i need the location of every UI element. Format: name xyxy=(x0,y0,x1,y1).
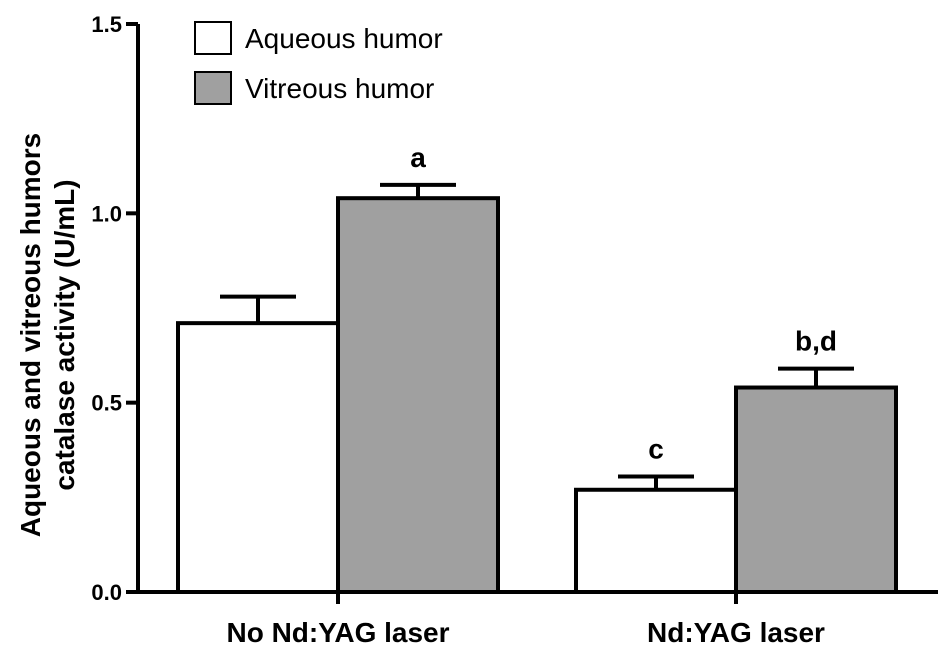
bar-vitreous-humor-no-nd-yag-laser xyxy=(336,196,500,594)
y-axis-title-line-1: Aqueous and vitreous humors xyxy=(15,133,46,538)
y-axis-title-line-2: catalase activity (U/mL) xyxy=(49,179,80,490)
x-tick-label-nd-yag-laser: Nd:YAG laser xyxy=(647,617,825,648)
axes-layer: 0.0 0.5 1.0 1.5 No Nd:YAG laser Nd:YAG laser xyxy=(91,12,938,648)
legend-swatch-vitreous-humor xyxy=(194,71,232,105)
y-tick-label-1-0: 1.0 xyxy=(91,201,122,226)
legend-swatch-aqueous-humor xyxy=(194,21,232,55)
bar-aqueous-humor-nd-yag-laser xyxy=(574,487,738,595)
y-tick-label-1-5: 1.5 xyxy=(91,12,122,37)
error-bars-layer xyxy=(220,182,854,490)
legend-label-aqueous-humor: Aqueous humor xyxy=(245,23,443,54)
bars-layer xyxy=(176,196,898,595)
annotations-layer: a c b,d xyxy=(410,142,837,465)
x-tick-label-no-nd-yag-laser: No Nd:YAG laser xyxy=(226,617,449,648)
y-tick-label-0-5: 0.5 xyxy=(91,391,122,416)
legend: Aqueous humor Vitreous humor xyxy=(194,21,443,105)
y-axis-title: Aqueous and vitreous humors catalase act… xyxy=(15,133,80,538)
legend-label-vitreous-humor: Vitreous humor xyxy=(245,73,434,104)
bar-aqueous-humor-no-nd-yag-laser xyxy=(176,321,340,594)
annotation-b-d: b,d xyxy=(795,326,837,357)
y-tick-label-0-0: 0.0 xyxy=(91,580,122,605)
annotation-c: c xyxy=(648,434,664,465)
annotation-a: a xyxy=(410,142,426,173)
bar-vitreous-humor-nd-yag-laser xyxy=(734,385,898,594)
